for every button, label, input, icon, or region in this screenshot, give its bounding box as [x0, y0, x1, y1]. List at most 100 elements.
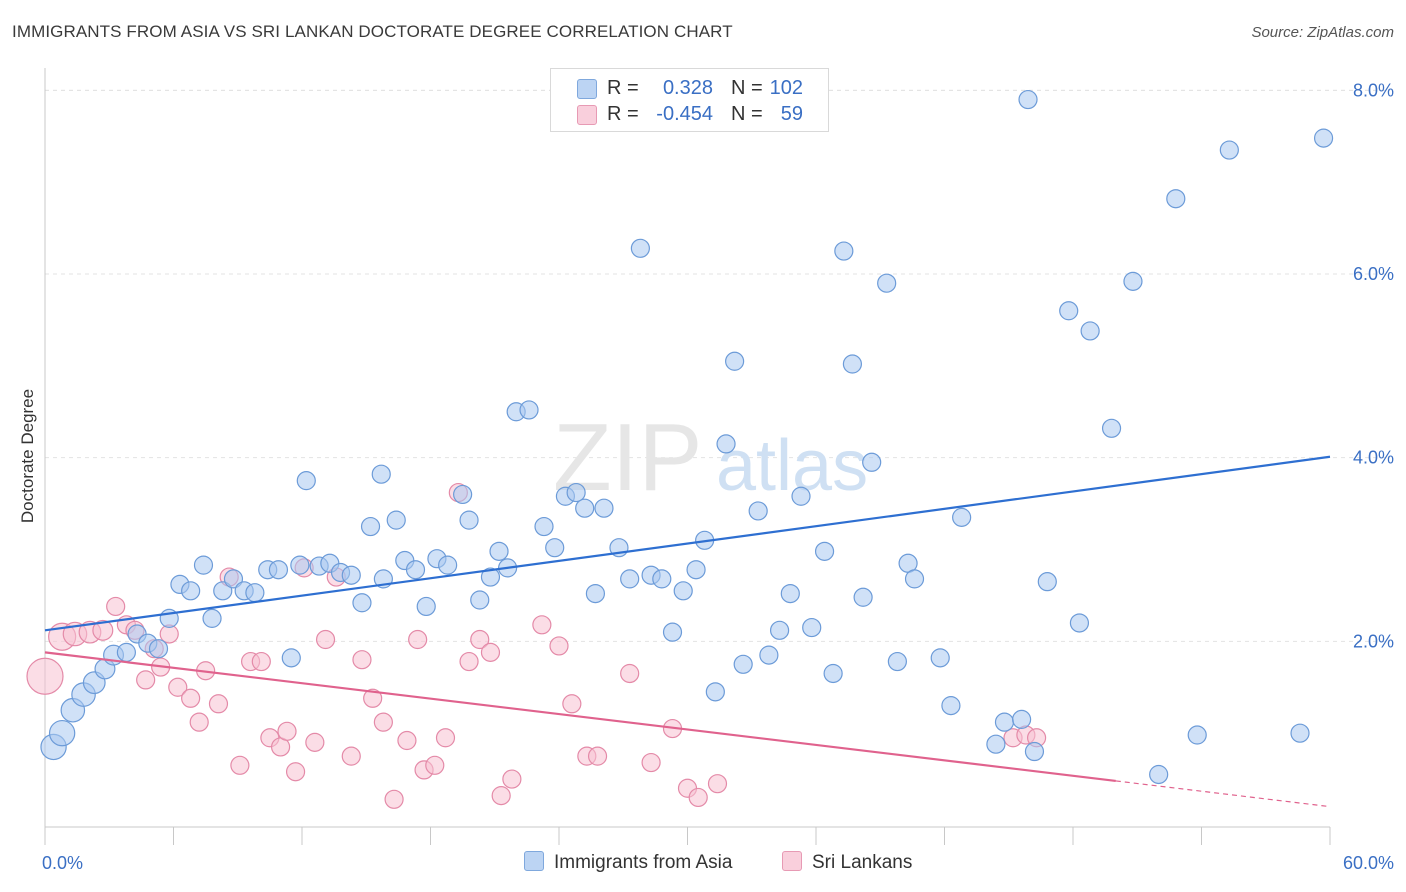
- asia-point: [438, 555, 458, 575]
- sri-lankans-point: [707, 774, 728, 794]
- watermark: ZIP atlas: [553, 404, 868, 511]
- sri-lankans-point: [459, 651, 479, 672]
- asia-point: [716, 434, 736, 454]
- sri-lankans-point: [491, 786, 511, 806]
- asia-point: [489, 541, 509, 561]
- x-tick-label: 0.0%: [42, 853, 83, 873]
- asia-point: [296, 471, 316, 491]
- y-tick-label: 6.0%: [1353, 264, 1394, 284]
- asia-point: [862, 452, 882, 472]
- asia-point: [386, 510, 406, 530]
- asia-point: [534, 516, 554, 537]
- n-label: N =: [731, 77, 763, 99]
- asia-point: [834, 241, 854, 261]
- asia-point: [245, 583, 265, 603]
- asia-point: [594, 498, 614, 518]
- asia-point: [281, 648, 301, 668]
- r-value: 0.328: [662, 77, 713, 99]
- asia-point: [1187, 725, 1207, 745]
- asia-point: [223, 569, 244, 589]
- legend-row-asia: R = 0.328 N = 102: [551, 75, 828, 101]
- x-tick-label: 60.0%: [1343, 853, 1394, 873]
- asia-point: [268, 560, 289, 580]
- sri-lankans-point: [181, 688, 201, 708]
- sri-lankans-point: [92, 619, 114, 641]
- asia-point: [780, 583, 800, 604]
- sri-lankans-point: [620, 663, 640, 684]
- asia-point: [1037, 572, 1057, 592]
- asia-point: [545, 538, 565, 558]
- sri-lankans-point: [549, 636, 569, 656]
- asia-point: [1101, 418, 1122, 438]
- sri-lankans-point: [397, 730, 417, 751]
- sri-lankans-point: [587, 746, 608, 766]
- sri-lankans-point: [363, 688, 383, 708]
- asia-point: [341, 565, 361, 585]
- asia-point: [480, 567, 501, 587]
- asia-point: [1313, 128, 1334, 148]
- axis-layer: [44, 68, 1331, 845]
- asia-point: [360, 516, 381, 537]
- asia-point: [705, 682, 725, 702]
- y-tick-label: 2.0%: [1353, 631, 1394, 651]
- sri-lankans-point: [352, 650, 372, 670]
- asia-point: [405, 560, 426, 580]
- srilanka-trend-line: [44, 651, 1116, 783]
- asia-point: [994, 712, 1015, 732]
- asia-point: [620, 569, 640, 589]
- sri-lankans-point: [480, 642, 501, 662]
- asia-point: [673, 581, 693, 601]
- asia-points: [40, 89, 1334, 785]
- sri-lankans-point: [373, 712, 393, 732]
- asia-point: [290, 555, 310, 575]
- asia-point: [1149, 764, 1169, 785]
- r-value: -0.454: [656, 103, 713, 125]
- asia-point: [202, 608, 222, 628]
- asia-point: [213, 581, 233, 601]
- asia-point: [769, 620, 790, 640]
- sri-lankans-point: [305, 732, 325, 752]
- sri-lankans-point: [251, 651, 271, 672]
- sri-lankans-point: [562, 694, 582, 714]
- asia-point: [519, 400, 539, 420]
- asia-point: [453, 484, 473, 505]
- asia-point: [759, 645, 779, 665]
- tick-labels: 2.0% 4.0% 6.0% 8.0% 0.0% 60.0%: [42, 80, 1394, 873]
- srilanka-legend-label: Sri Lankans: [812, 852, 913, 873]
- legend-row-srilanka: R = -0.454 N = 59: [551, 101, 828, 127]
- y-tick-label: 8.0%: [1353, 80, 1394, 100]
- y-axis-label: Doctorate Degree: [18, 389, 37, 523]
- srilanka-swatch: [577, 105, 597, 125]
- asia-point: [1219, 140, 1239, 160]
- asia-point: [887, 651, 907, 672]
- sri-lankans-point: [189, 712, 209, 732]
- legend-item-srilanka[interactable]: Sri Lankans: [782, 851, 912, 874]
- correlation-legend: R = 0.328 N = 102 R = -0.454 N = 59: [550, 68, 829, 132]
- asia-point: [148, 639, 169, 659]
- y-tick-label: 4.0%: [1353, 448, 1394, 468]
- asia-point: [930, 648, 950, 668]
- source-label: Source: ZipAtlas.com: [1251, 24, 1394, 41]
- asia-point: [802, 617, 822, 638]
- sri-lankans-point: [532, 615, 552, 635]
- asia-point: [193, 555, 214, 575]
- asia-point: [1024, 741, 1045, 762]
- asia-point: [725, 351, 745, 371]
- asia-point: [575, 498, 595, 518]
- asia-point: [1011, 709, 1032, 729]
- asia-point: [814, 541, 835, 561]
- asia-point: [904, 569, 925, 589]
- asia-point: [952, 507, 972, 527]
- grid-layer: [45, 89, 1390, 642]
- asia-point: [181, 581, 201, 601]
- asia-point: [116, 642, 136, 662]
- n-value: 102: [769, 77, 803, 99]
- asia-point: [1069, 613, 1090, 633]
- asia-point: [1018, 89, 1038, 110]
- sri-lankans-point: [315, 629, 336, 650]
- asia-point: [566, 482, 586, 503]
- r-label: R =: [607, 77, 639, 99]
- sri-lankans-point: [168, 677, 188, 697]
- legend-item-asia[interactable]: Immigrants from Asia: [524, 851, 732, 874]
- asia-point: [733, 654, 753, 674]
